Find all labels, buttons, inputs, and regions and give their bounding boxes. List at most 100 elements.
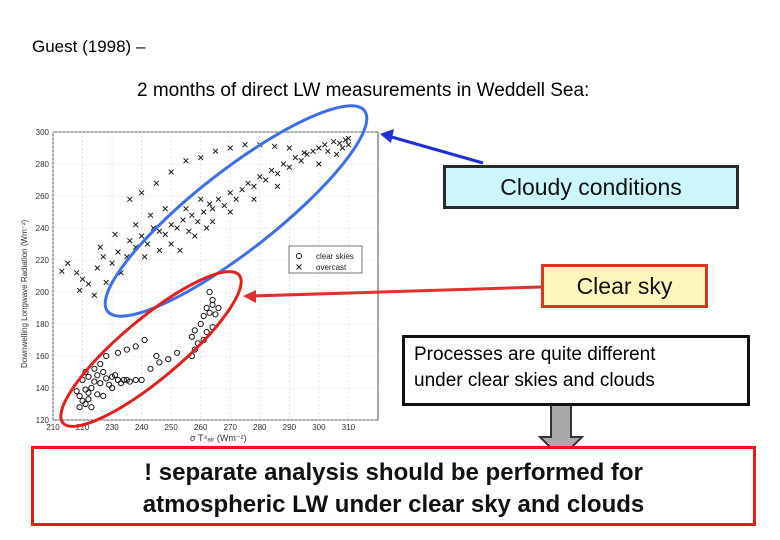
y-tick-label: 220 [36, 256, 50, 265]
clear-sky-point [212, 311, 219, 318]
overcast-point [227, 190, 234, 196]
overcast-point [168, 222, 174, 228]
x-tick-label: 260 [194, 423, 208, 432]
overcast-point [345, 142, 352, 148]
overcast-point [132, 222, 139, 228]
y-tick-label: 180 [36, 320, 50, 329]
overcast-point [271, 143, 278, 150]
clear-sky-point [76, 404, 83, 411]
overcast-point [221, 202, 228, 209]
clear-sky-point [103, 352, 110, 360]
overcast-point [141, 254, 148, 260]
overcast-point [316, 161, 322, 167]
overcast-point [183, 158, 189, 164]
clear-sky-point [108, 373, 116, 380]
overcast-point [97, 244, 104, 250]
overcast-point [298, 158, 304, 164]
processes-line-2: under clear skies and clouds [414, 370, 655, 391]
overcast-point [162, 206, 169, 212]
clear-sky-point [203, 328, 210, 336]
overcast-point [274, 183, 281, 190]
legend-label-clear: clear skies [316, 252, 354, 261]
overcast-point [197, 196, 204, 202]
overcast-point [156, 228, 163, 234]
x-tick-label: 250 [165, 423, 179, 432]
clear-sky-point [191, 327, 198, 334]
overcast-point [59, 268, 65, 274]
processes-line-1: Processes are quite different [414, 344, 656, 365]
overcast-point [189, 212, 195, 218]
clear-sky-point [85, 373, 92, 380]
legend-x-marker [296, 264, 302, 270]
clear-sky-point [200, 312, 207, 320]
overcast-point [262, 177, 269, 183]
clear-sky-point [203, 304, 210, 312]
x-tick-label: 290 [283, 423, 297, 432]
overcast-point [310, 148, 316, 154]
clear-sky-point [73, 388, 80, 395]
overcast-point [227, 209, 234, 215]
overcast-point [103, 279, 109, 286]
clear-sky-point [197, 320, 204, 328]
y-tick-label: 260 [36, 192, 50, 201]
clear-sky-point [126, 378, 133, 385]
overcast-point [245, 180, 251, 186]
clear-sky-point [103, 375, 110, 382]
overcast-point [162, 231, 169, 238]
x-tick-label: 230 [105, 423, 119, 432]
clear-sky-point [82, 400, 89, 408]
clear-sky-point [88, 404, 95, 411]
overcast-point [203, 225, 210, 231]
overcast-point [183, 206, 189, 212]
conclusion-line-1: ! separate analysis should be performed … [144, 459, 643, 486]
y-tick-label: 200 [36, 288, 50, 297]
clear-sky-point [138, 376, 145, 384]
overcast-point [138, 190, 145, 196]
x-tick-label: 270 [224, 423, 238, 432]
data-points [59, 135, 352, 411]
overcast-point [257, 174, 263, 180]
clear-sky-point [117, 380, 125, 387]
cloudy-arrow [380, 129, 484, 165]
clear-sky-point [97, 380, 104, 387]
y-tick-label: 280 [36, 160, 50, 169]
clear-sky-point [206, 309, 213, 316]
overcast-point [109, 260, 115, 266]
overcast-point [200, 209, 207, 215]
overcast-point [330, 138, 337, 145]
overcast-point [268, 167, 275, 174]
overcast-point [79, 276, 86, 282]
clear-sky-point [97, 360, 104, 368]
overcast-point [76, 287, 83, 294]
overcast-point [251, 196, 257, 202]
x-tick-label: 310 [342, 423, 356, 432]
clear-sky-point [100, 368, 107, 376]
cloudy-highlight-ellipse [103, 104, 369, 318]
overcast-point [195, 218, 201, 225]
clear-sky-point [153, 352, 160, 360]
clear-highlight-ellipse [59, 270, 243, 428]
clear-sky-point [100, 392, 107, 400]
clear-sky-point [91, 378, 98, 385]
overcast-point [242, 142, 248, 148]
clear-sky-point [85, 396, 92, 403]
clear-sky-point [91, 365, 98, 372]
y-tick-label: 300 [36, 128, 50, 137]
overcast-point [153, 180, 160, 186]
conclusion-line-2: atmospheric LW under clear sky and cloud… [142, 491, 645, 518]
overcast-point [292, 154, 299, 161]
overcast-point [206, 201, 213, 207]
overcast-point [115, 249, 121, 255]
slide-subtitle: 2 months of direct LW measurements in We… [137, 80, 590, 101]
overcast-point [339, 145, 346, 151]
y-tick-label: 120 [36, 416, 50, 425]
x-tick-label: 210 [46, 423, 60, 432]
y-tick-label: 140 [36, 384, 50, 393]
clear-sky-point [88, 384, 95, 392]
clear-sky-point [108, 384, 116, 392]
clear-sky-point [76, 392, 83, 400]
conclusion-box: ! separate analysis should be performed … [31, 446, 756, 526]
clear-sky-point [165, 356, 172, 363]
y-axis-label: Downwelling Longwave Radiation (Wm⁻²) [20, 219, 29, 368]
